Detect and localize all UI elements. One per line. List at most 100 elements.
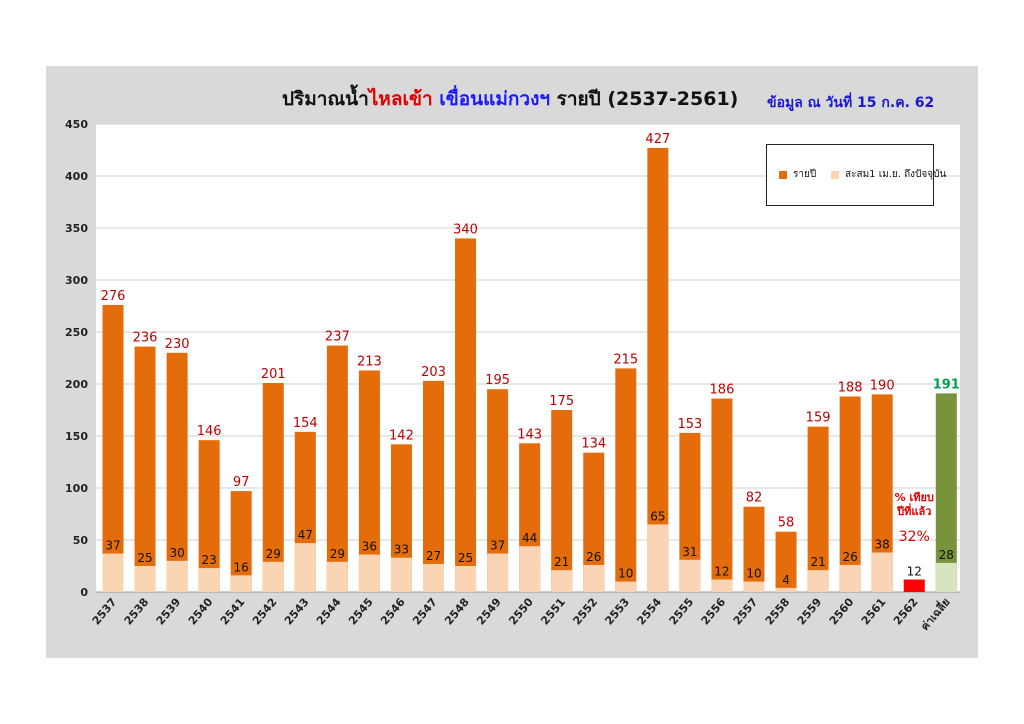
bar-annual-ค่าเฉลี่ย (935, 393, 957, 592)
data-label-cumulative-2537: 37 (105, 539, 120, 553)
bar-annual-2554 (647, 147, 669, 593)
y-tick-label: 350 (65, 222, 88, 235)
comparison-note-line2: ปีที่แล้ว (896, 503, 931, 518)
x-tick-label-2547: 2547 (410, 596, 440, 628)
bar-annual-2551 (551, 410, 573, 592)
data-label-cumulative-2546: 33 (394, 543, 409, 557)
legend-label-cumulative: สะสม1 เม.ย. ถึงปัจจุบัน (845, 169, 947, 180)
data-label-annual-2541: 97 (233, 475, 250, 490)
data-label-cumulative-2549: 37 (490, 539, 505, 553)
x-tick-label-2561: 2561 (859, 596, 889, 628)
data-label-annual-2543: 154 (293, 416, 318, 431)
bar-cumulative-2546 (390, 557, 412, 592)
x-tick-label-2542: 2542 (250, 596, 280, 628)
bar-cumulative-2560 (839, 564, 861, 592)
data-label-annual-ค่าเฉลี่ย: 191 (933, 377, 960, 392)
data-label-cumulative-2545: 36 (362, 540, 377, 554)
x-tick-label-2538: 2538 (122, 596, 152, 628)
legend-item-cumulative: สะสม1 เม.ย. ถึงปัจจุบัน (831, 167, 946, 182)
bar-cumulative-2545 (358, 554, 380, 592)
x-tick-label-2549: 2549 (474, 596, 504, 628)
bar-cumulative-2549 (487, 553, 509, 592)
x-tick-label-2562: 2562 (891, 596, 921, 628)
data-label-annual-2546: 142 (389, 428, 414, 443)
bar-annual-2561 (871, 394, 893, 592)
x-tick-label-2555: 2555 (667, 596, 697, 628)
x-tick-label-2540: 2540 (186, 595, 216, 627)
bar-cumulative-ค่าเฉลี่ย (935, 562, 957, 592)
data-label-cumulative-ค่าเฉลี่ย: 28 (939, 548, 954, 562)
x-tick-label-2559: 2559 (795, 596, 825, 628)
bar-cumulative-2541 (230, 575, 252, 592)
data-label-annual-2561: 190 (870, 378, 895, 393)
x-tick-label-2552: 2552 (570, 596, 600, 628)
data-label-annual-2558: 58 (778, 516, 795, 531)
bar-cumulative-2554 (647, 524, 669, 592)
x-tick-label-2558: 2558 (763, 596, 793, 628)
x-tick-label-2541: 2541 (218, 596, 248, 628)
data-label-annual-2556: 186 (710, 383, 735, 398)
bar-cumulative-2557 (743, 581, 765, 592)
bar-cumulative-2559 (807, 570, 829, 592)
bar-cumulative-2552 (583, 564, 605, 592)
data-label-cumulative-2544: 29 (330, 547, 345, 561)
bar-cumulative-2540 (198, 568, 220, 592)
bar-annual-2557 (743, 506, 765, 592)
y-tick-label: 250 (65, 326, 88, 339)
bar-annual-2549 (487, 389, 509, 592)
bar-annual-2539 (166, 352, 188, 592)
x-tick-label-2537: 2537 (90, 596, 120, 628)
y-tick-label: 300 (65, 274, 88, 287)
bar-annual-2547 (423, 380, 444, 592)
x-tick-label-ค่าเฉลี่ย: ค่าเฉลี่ย (917, 594, 953, 633)
y-tick-label: 450 (65, 118, 88, 131)
data-label-annual-2559: 159 (806, 411, 831, 426)
data-label-cumulative-2541: 16 (234, 560, 249, 574)
y-tick-label: 50 (73, 534, 89, 547)
data-label-cumulative-2559: 21 (810, 555, 825, 569)
data-label-cumulative-2547: 27 (426, 549, 441, 563)
data-label-cumulative-2553: 10 (618, 567, 633, 581)
data-label-annual-2550: 143 (517, 427, 542, 442)
data-label-cumulative-2562: 12 (907, 565, 922, 579)
y-tick-label: 200 (65, 378, 88, 391)
bar-annual-2558 (775, 531, 797, 592)
data-label-cumulative-2542: 29 (266, 547, 281, 561)
data-label-annual-2557: 82 (746, 491, 763, 506)
bar-annual-2548 (455, 238, 477, 592)
bar-cumulative-2537 (102, 553, 124, 592)
data-label-cumulative-2540: 23 (202, 553, 217, 567)
data-label-cumulative-2551: 21 (554, 555, 569, 569)
data-label-cumulative-2550: 44 (522, 531, 537, 545)
data-label-cumulative-2558: 4 (782, 573, 790, 587)
data-label-annual-2547: 203 (421, 365, 446, 380)
x-tick-label-2557: 2557 (731, 596, 761, 628)
bar-cumulative-2544 (326, 561, 348, 592)
x-tick-label-2550: 2550 (506, 595, 536, 627)
legend-label-annual: รายปี (793, 169, 817, 180)
bar-annual-2544 (326, 345, 348, 592)
data-label-annual-2538: 236 (133, 331, 158, 346)
data-label-annual-2555: 153 (677, 417, 702, 432)
y-tick-label: 0 (80, 586, 88, 599)
data-label-annual-2540: 146 (197, 424, 222, 439)
data-label-annual-2552: 134 (581, 437, 606, 452)
data-label-cumulative-2560: 26 (843, 550, 858, 564)
bar-cumulative-2548 (455, 566, 477, 592)
data-label-cumulative-2556: 12 (714, 565, 729, 579)
data-label-cumulative-2548: 25 (458, 551, 473, 565)
x-tick-label-2546: 2546 (378, 595, 408, 627)
bar-cumulative-2547 (423, 563, 444, 592)
y-tick-label: 100 (65, 482, 88, 495)
data-label-annual-2551: 175 (549, 394, 574, 409)
bar-cumulative-2555 (679, 559, 701, 592)
data-label-cumulative-2538: 25 (137, 551, 152, 565)
data-label-annual-2560: 188 (838, 380, 863, 395)
date-note: ข้อมูล ณ วันที่ 15 ก.ค. 62 (767, 95, 935, 111)
bar-cumulative-2558 (775, 587, 797, 592)
bar-annual-2540 (198, 440, 220, 592)
bar-annual-2545 (358, 370, 380, 592)
legend: รายปี สะสม1 เม.ย. ถึงปัจจุบัน (766, 144, 946, 206)
data-label-annual-2542: 201 (261, 367, 286, 382)
